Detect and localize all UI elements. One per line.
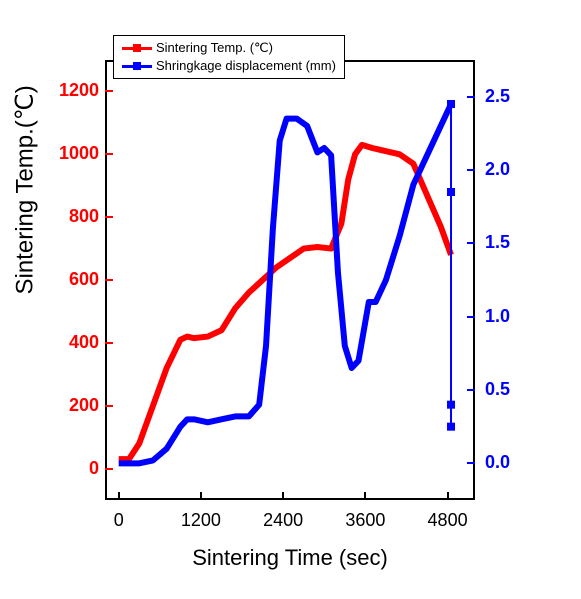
legend: Sintering Temp. (℃) Shringkage displacem… xyxy=(113,35,345,79)
y1-axis-label: Sintering Temp.(℃) xyxy=(11,85,40,294)
data-marker xyxy=(447,188,455,196)
data-marker xyxy=(447,423,455,431)
x-tick-label: 4800 xyxy=(418,510,478,531)
y2-tick-label: 0.0 xyxy=(485,452,510,473)
legend-item-temp: Sintering Temp. (℃) xyxy=(122,39,336,57)
y1-tick-label: 400 xyxy=(49,332,99,353)
y1-tick-label: 1200 xyxy=(49,80,99,101)
y1-tick-label: 1000 xyxy=(49,143,99,164)
x-tick-label: 0 xyxy=(89,510,149,531)
y1-tick-label: 800 xyxy=(49,206,99,227)
y1-tick-label: 200 xyxy=(49,395,99,416)
legend-item-shrinkage: Shringkage displacement (mm) xyxy=(122,57,336,75)
legend-label: Sintering Temp. (℃) xyxy=(156,39,273,57)
legend-line-red xyxy=(122,47,152,50)
chart-container: Sintering Temp.(℃) Shrinkage displacemen… xyxy=(0,0,581,599)
data-marker xyxy=(447,100,455,108)
y2-tick-label: 0.5 xyxy=(485,379,510,400)
y1-tick-label: 600 xyxy=(49,269,99,290)
y2-tick-label: 2.0 xyxy=(485,159,510,180)
x-tick-label: 3600 xyxy=(335,510,395,531)
legend-label: Shringkage displacement (mm) xyxy=(156,57,336,75)
legend-line-blue xyxy=(122,65,152,68)
square-marker-icon xyxy=(133,62,141,70)
x-tick-label: 1200 xyxy=(171,510,231,531)
chart-svg xyxy=(105,60,475,500)
y2-tick-label: 1.5 xyxy=(485,232,510,253)
y2-tick-label: 2.5 xyxy=(485,86,510,107)
data-marker xyxy=(447,401,455,409)
x-axis-label: Sintering Time (sec) xyxy=(105,545,475,571)
square-marker-icon xyxy=(133,44,141,52)
y1-tick-label: 0 xyxy=(49,458,99,479)
y2-tick-label: 1.0 xyxy=(485,306,510,327)
series-line xyxy=(119,145,451,459)
x-tick-label: 2400 xyxy=(253,510,313,531)
